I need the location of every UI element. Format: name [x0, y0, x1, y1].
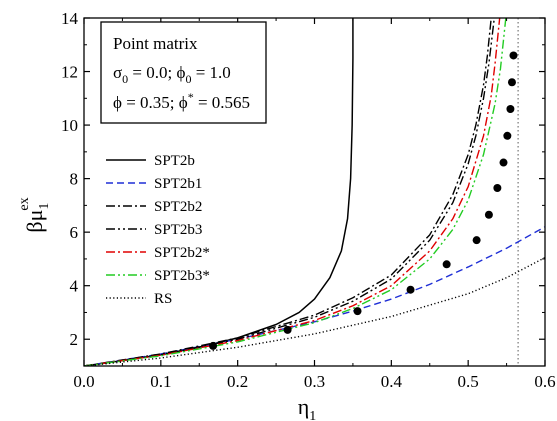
series-layer	[84, 18, 545, 366]
y-tick-label: 8	[70, 170, 79, 189]
legend-label-spt2b1: SPT2b1	[154, 176, 202, 192]
info-box-line-1: Point matrix	[113, 34, 198, 53]
tick-layer: 0.0 0.1 0.2 0.3 0.4 0.5 0.6 2 4 6 8 10 12 14	[61, 9, 556, 391]
data-point	[503, 131, 512, 140]
data-point	[442, 260, 451, 269]
legend-label-spt2b3-star: SPT2b3*	[154, 268, 210, 284]
legend-label-spt2b2-star: SPT2b2*	[154, 245, 210, 261]
y-tick-label: 2	[70, 330, 79, 349]
data-point	[499, 158, 508, 167]
data-point	[209, 341, 218, 350]
legend: SPT2b SPT2b1 SPT2b2 SPT2b3 SPT2b2* SPT2b3* RS	[106, 153, 210, 307]
info-box-line-2: σ0 = 0.0; ϕ0 = 1.0	[113, 63, 231, 86]
x-tick-label: 0.1	[150, 372, 171, 391]
data-point	[484, 210, 493, 219]
x-tick-label: 0.2	[227, 372, 248, 391]
y-tick-label: 12	[61, 63, 78, 82]
legend-label-rs: RS	[154, 291, 172, 307]
data-point	[353, 307, 362, 316]
data-point	[507, 78, 516, 87]
x-tick-label: 0.5	[458, 372, 479, 391]
x-tick-label: 0.3	[304, 372, 325, 391]
x-axis-label: η1	[298, 394, 317, 421]
series-line-rs	[84, 256, 545, 366]
x-tick-label: 0.6	[534, 372, 555, 391]
data-point	[406, 285, 415, 294]
info-box-frame	[100, 21, 267, 124]
data-point	[493, 183, 502, 192]
legend-label-spt2b2: SPT2b2	[154, 199, 202, 215]
y-axis-label: βμ1ex	[17, 197, 52, 232]
x-tick-label: 0.4	[381, 372, 403, 391]
legend-label-spt2b3: SPT2b3	[154, 222, 202, 238]
y-tick-label: 4	[70, 277, 79, 296]
points-layer	[209, 51, 518, 350]
y-tick-label: 14	[61, 9, 79, 28]
series-line-spt2b3	[84, 18, 495, 366]
y-tick-label: 6	[70, 223, 79, 242]
data-point	[472, 236, 481, 245]
data-point	[509, 51, 518, 60]
legend-label-spt2b: SPT2b	[154, 153, 195, 169]
series-line-spt2b2-star	[84, 18, 501, 366]
y-tick-label: 10	[61, 116, 78, 135]
series-line-spt2b3-star	[84, 18, 507, 366]
x-tick-label: 0.0	[73, 372, 94, 391]
info-box: Point matrix σ0 = 0.0; ϕ0 = 1.0 ϕ = 0.35…	[100, 21, 267, 124]
data-point	[283, 325, 292, 334]
data-point	[506, 105, 515, 114]
info-box-line-3: ϕ = 0.35; ϕ* = 0.565	[113, 90, 250, 112]
series-line-spt2b2	[84, 18, 492, 366]
